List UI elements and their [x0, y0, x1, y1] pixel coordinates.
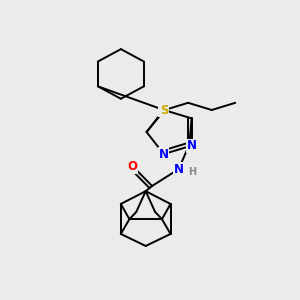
Text: O: O: [128, 160, 138, 173]
Text: N: N: [159, 103, 169, 116]
Text: S: S: [160, 103, 169, 116]
Text: N: N: [187, 139, 196, 152]
Text: N: N: [159, 148, 169, 160]
Text: N: N: [174, 163, 184, 176]
Text: H: H: [188, 167, 196, 177]
